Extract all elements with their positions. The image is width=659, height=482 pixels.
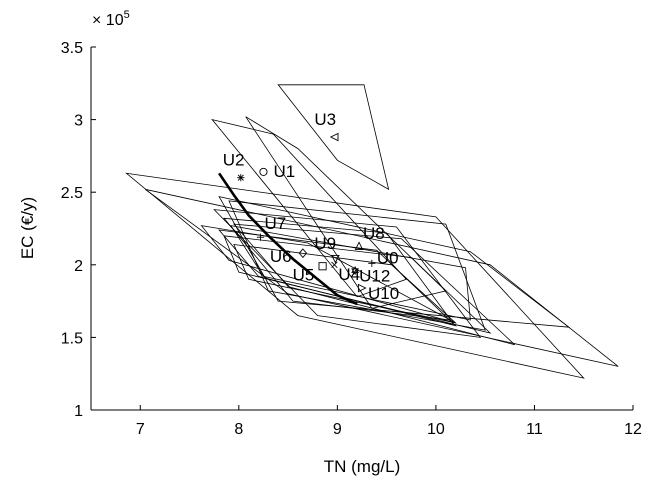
region-11 — [218, 229, 457, 327]
label-u9: U9 — [314, 234, 336, 253]
y-exponent-label: × 105 — [92, 9, 130, 29]
label-u2: U2 — [223, 151, 245, 170]
label-u10: U10 — [368, 284, 399, 303]
region-15 — [200, 225, 456, 324]
marker-u1 — [259, 167, 268, 176]
marker-u2 — [237, 174, 245, 182]
label-u0: U0 — [377, 248, 399, 267]
y-exponent-base: × 10 — [92, 12, 124, 29]
label-u3: U3 — [314, 110, 336, 129]
y-ticks: 1 1.5 2 2.5 3 3.5 — [61, 40, 96, 420]
region-10 — [232, 223, 515, 346]
data-markers — [237, 132, 376, 293]
label-u5: U5 — [293, 265, 315, 284]
label-u6: U6 — [270, 247, 292, 266]
region-12 — [223, 235, 492, 334]
x-tick-label: 12 — [624, 421, 642, 438]
pareto-frontier — [218, 172, 358, 306]
y-tick-label: 3.5 — [61, 40, 83, 57]
marker-u9 — [331, 254, 340, 264]
y-tick-label: 2 — [74, 258, 83, 275]
x-axis-label: TN (mg/L) — [324, 457, 401, 476]
marker-u6 — [298, 248, 308, 259]
region-1 — [277, 84, 390, 191]
marker-u3 — [329, 132, 339, 142]
marker-u5 — [318, 262, 327, 271]
frontier-curve — [218, 172, 358, 306]
feasible-regions — [125, 84, 619, 379]
region-7 — [228, 200, 486, 331]
y-tick-label: 3 — [74, 113, 83, 130]
y-axis-label: EC (€/y) — [18, 197, 37, 259]
axes — [90, 47, 633, 411]
marker-u8 — [354, 241, 364, 250]
y-tick-label: 1 — [74, 403, 83, 420]
x-tick-label: 10 — [427, 421, 445, 438]
x-tick-label: 9 — [333, 421, 342, 438]
x-tick-label: 7 — [136, 421, 145, 438]
label-u1: U1 — [273, 162, 295, 181]
region-14 — [230, 225, 471, 321]
x-tick-label: 8 — [234, 421, 243, 438]
label-u4: U4 — [338, 265, 360, 284]
x-ticks: 7 8 9 10 11 12 — [136, 405, 642, 438]
marker-u10 — [357, 283, 367, 293]
marker-u4 — [331, 261, 338, 268]
region-4 — [125, 172, 585, 379]
x-tick-label: 11 — [526, 421, 543, 438]
label-u7: U7 — [264, 214, 286, 233]
label-u8: U8 — [363, 224, 385, 243]
marker-u7 — [256, 233, 265, 241]
region-2 — [211, 118, 408, 298]
y-tick-label: 1.5 — [61, 330, 83, 347]
label-u12: U12 — [359, 267, 390, 286]
y-tick-label: 2.5 — [61, 185, 83, 202]
marker-u0 — [368, 259, 376, 267]
marker-u12 — [351, 266, 360, 276]
y-exponent-power: 5 — [124, 9, 130, 21]
